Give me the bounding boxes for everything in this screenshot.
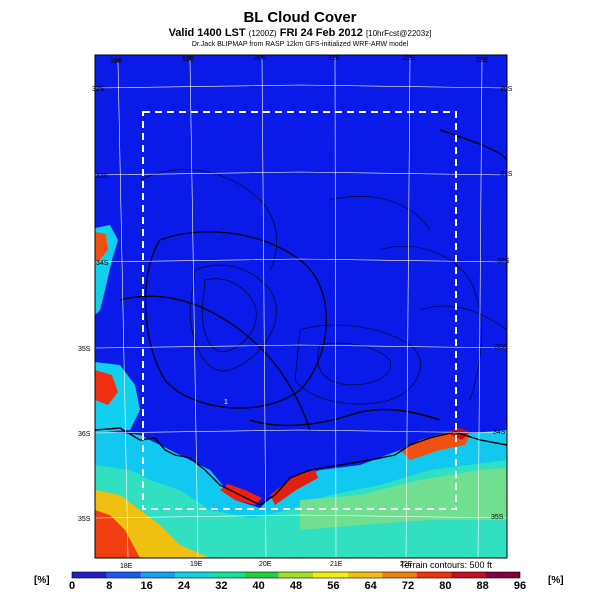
- coast-hotspot-2: [270, 470, 318, 505]
- lat-label-left-1: 32S: [92, 86, 105, 93]
- colorbar-tick-label: 56: [327, 580, 340, 592]
- lon-label-top-23e: 23E: [476, 57, 489, 64]
- colorbar-swatch: [140, 572, 176, 578]
- colorbar-tick-label: 16: [140, 580, 153, 592]
- colorbar-swatch: [106, 572, 141, 578]
- lat-label-right-34s: 34S: [493, 429, 506, 436]
- colorbar-tick-label: 48: [289, 580, 303, 592]
- utc-time: (1200Z): [248, 29, 277, 38]
- inner-domain-box: [142, 111, 457, 510]
- colorbar-tick-label: 24: [177, 580, 191, 592]
- lat-label-left-2: 33S: [96, 173, 109, 180]
- model-credit: Dr.Jack BLIPMAP from RASP 12km GFS-initi…: [191, 41, 409, 48]
- lon-label-top-19e: 19E: [182, 56, 195, 63]
- lat-label-right-31s: 31S: [500, 171, 513, 178]
- lat-label-left-6: 35S: [78, 516, 91, 523]
- map-border: [94, 54, 508, 559]
- coast-hotspot-1: [220, 484, 262, 505]
- lon-label-top-20e: 20E: [254, 55, 267, 62]
- lat-label-right-30s: 30S: [500, 86, 513, 93]
- coast-hotspot-3: [400, 432, 470, 460]
- page-title: BL Cloud Cover: [243, 9, 357, 26]
- west-patch-north-core: [95, 232, 108, 262]
- colorbar-unit-right: [%]: [548, 575, 564, 586]
- colorbar: [71, 571, 521, 579]
- colorbar-swatch: [382, 572, 417, 578]
- lat-label-left-3: 34S: [96, 260, 109, 267]
- colorbar-swatch: [313, 572, 348, 578]
- lon-label-top-22e: 22E: [403, 55, 416, 62]
- lon-label-bottom-22e: 22E: [400, 561, 413, 568]
- colorbar-swatch: [244, 572, 279, 578]
- terrain-contours: [119, 129, 508, 431]
- colorbar-swatch: [209, 572, 245, 578]
- lon-label-bottom-19e: 19E: [190, 561, 203, 568]
- colorbar-tick-label: 64: [364, 580, 377, 592]
- colorbar-tick-label: 40: [252, 580, 265, 592]
- valid-time: Valid 1400 LST: [168, 27, 249, 39]
- lon-label-top-21e: 21E: [328, 55, 341, 62]
- lat-label-left-4: 35S: [78, 346, 91, 353]
- colorbar-tick-label: 80: [439, 580, 452, 592]
- colorbar-swatch: [416, 572, 452, 578]
- graticule: [94, 57, 508, 559]
- colorbar-border: [71, 571, 521, 579]
- lat-label-right-35s: 35S: [491, 514, 504, 521]
- coast-hotspot-4: [445, 428, 470, 440]
- colorbar-swatch: [175, 572, 210, 578]
- lon-label-bottom-21e: 21E: [330, 561, 343, 568]
- colorbar-unit-left: [%]: [34, 575, 50, 586]
- colorbar-swatch: [72, 572, 107, 578]
- colorbar-tick-label: 96: [513, 580, 527, 592]
- colorbar-swatch: [485, 572, 520, 578]
- colorbar-tick-label: 88: [476, 580, 489, 592]
- colorbar-swatch: [278, 572, 314, 578]
- site-marker: 1: [224, 399, 228, 406]
- coastal-band-hot: [95, 510, 140, 558]
- lat-label-right-33s: 33S: [495, 344, 508, 351]
- colorbar-swatch: [347, 572, 383, 578]
- forecast-info: [10hrFcst@2203z]: [365, 29, 432, 38]
- colorbar-tick-label: 8: [106, 580, 113, 592]
- valid-date: FRI 24 Feb 2012: [276, 27, 366, 39]
- colorbar-tick-label: 0: [68, 580, 76, 592]
- west-patch-south-core: [95, 370, 118, 405]
- terrain-contours-note: Terrain contours: 500 ft: [400, 560, 493, 570]
- valid-time-subtitle: Valid 1400 LST (1200Z) FRI 24 Feb 2012 […: [0, 27, 600, 39]
- lon-label-bottom-18e: 18E: [120, 563, 133, 570]
- colorbar-swatch: [451, 572, 486, 578]
- colorbar-tick-label: 72: [401, 580, 415, 592]
- lon-label-top-18e: 18E: [110, 58, 123, 65]
- coastline: [94, 427, 508, 506]
- lat-label-left-5: 36S: [78, 431, 91, 438]
- lat-label-right-32s: 32S: [497, 258, 510, 265]
- lon-label-bottom-20e: 20E: [259, 561, 272, 568]
- colorbar-tick-label: 32: [215, 580, 228, 592]
